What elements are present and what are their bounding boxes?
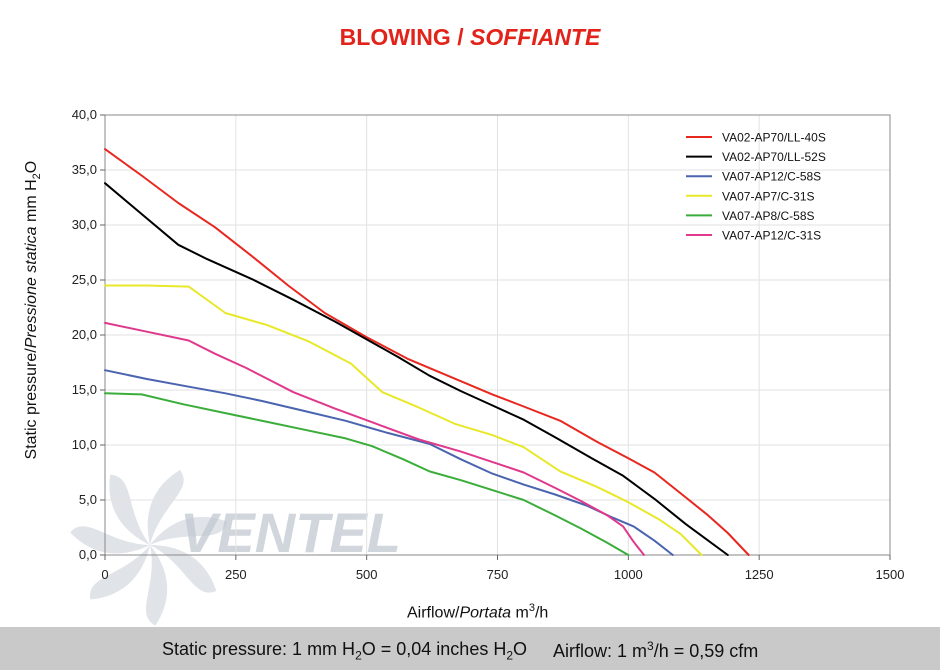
chart-title: BLOWING / SOFFIANTE [339, 24, 601, 50]
y-tick-label: 25,0 [72, 272, 97, 287]
legend-label: VA07-AP7/C-31S [722, 189, 815, 203]
chart-legend: VA02-AP70/LL-40S VA02-AP70/LL-52S VA07-AP1… [686, 131, 826, 243]
series-line-4 [104, 284, 703, 556]
y-tick-label: 40,0 [72, 107, 97, 122]
fan-blade-icon [150, 545, 217, 593]
legend-label: VA07-AP12/C-31S [722, 229, 821, 243]
y-tick-label: 5,0 [79, 492, 97, 507]
ventel-watermark: VENTEL [70, 470, 401, 626]
series-line-2 [104, 182, 729, 556]
watermark-text: VENTEL [180, 501, 401, 564]
x-tick-label: 500 [356, 567, 378, 582]
legend-label: VA07-AP12/C-58S [722, 170, 821, 184]
fan-blade-icon [147, 470, 184, 545]
x-axis-label: Airflow/Portata m3/h [407, 602, 549, 622]
fan-blade-icon [70, 526, 150, 554]
x-tick-label: 1000 [614, 567, 643, 582]
x-tick-label: 750 [487, 567, 509, 582]
x-tick-label: 250 [225, 567, 247, 582]
airflow-conversion-note: Airflow: 1 m3/h = 0,59 cfm [553, 639, 759, 661]
fan-logo-icon [70, 470, 228, 626]
series-line-3 [104, 369, 674, 556]
pressure-conversion-note: Static pressure: 1 mm H2O = 0,04 inches … [162, 639, 528, 663]
series-line-5 [104, 392, 630, 556]
y-axis-label: Static pressure/Pressione statica mm H2O [22, 160, 44, 460]
x-tick-label: 0 [101, 567, 108, 582]
x-tick-label: 1250 [745, 567, 774, 582]
chart: VENTEL 0 250 500 750 1000 1250 1500 0,0 5,0 10,0 1… [70, 107, 905, 626]
series-line-6 [104, 321, 645, 556]
fan-blade-icon [150, 516, 228, 545]
y-tick-label: 0,0 [79, 547, 97, 562]
series-line-1 [104, 148, 750, 556]
fan-blade-icon [109, 474, 150, 545]
legend-label: VA02-AP70/LL-52S [722, 150, 826, 164]
footer-bar: Static pressure: 1 mm H2O = 0,04 inches … [0, 627, 940, 670]
fan-blade-icon [146, 545, 168, 626]
y-tick-label: 35,0 [72, 162, 97, 177]
y-tick-label: 20,0 [72, 327, 97, 342]
x-tick-label: 1500 [876, 567, 905, 582]
fan-blade-icon [90, 545, 150, 600]
legend-label: VA07-AP8/C-58S [722, 209, 815, 223]
axis-ticks: 0 250 500 750 1000 1250 1500 0,0 5,0 10,0 15,0 20,0… [72, 107, 905, 582]
legend-label: VA02-AP70/LL-40S [722, 131, 826, 145]
y-tick-label: 30,0 [72, 217, 97, 232]
y-tick-label: 10,0 [72, 437, 97, 452]
y-tick-label: 15,0 [72, 382, 97, 397]
chart-series [104, 148, 750, 556]
